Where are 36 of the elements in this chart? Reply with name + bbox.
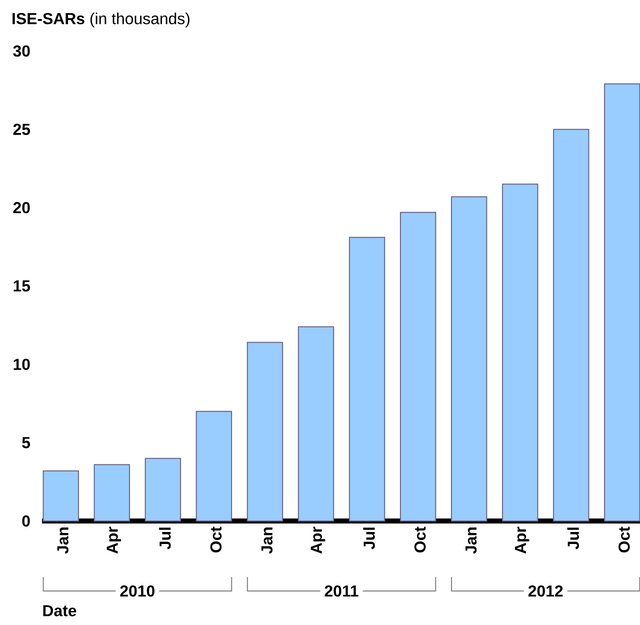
bar bbox=[94, 464, 130, 522]
text: 2012 bbox=[528, 585, 563, 597]
y-tick-label: 10 bbox=[14, 358, 30, 370]
bar bbox=[348, 236, 386, 522]
y-tick-label: 25 bbox=[13, 124, 30, 135]
bar bbox=[298, 326, 334, 522]
x-tick-label: Apr bbox=[310, 526, 326, 554]
y-tick-label: 15 bbox=[14, 280, 30, 292]
bar bbox=[144, 458, 182, 522]
x-tick-label: Oct bbox=[414, 526, 426, 552]
bar bbox=[604, 83, 640, 522]
y-tick-label: 20 bbox=[13, 202, 30, 214]
x-tick-label: Jan bbox=[57, 528, 68, 554]
bar bbox=[502, 184, 538, 522]
bar bbox=[450, 196, 488, 522]
y-tick-label: 0 bbox=[22, 515, 30, 527]
y-axis-title: ISE-SARs (in thousands) bbox=[12, 12, 190, 28]
y-tick-label: 5 bbox=[22, 437, 30, 448]
text: 2010 bbox=[120, 585, 154, 597]
x-tick-label: Oct bbox=[210, 526, 222, 552]
bar bbox=[553, 128, 590, 522]
x-tick-label: Jul bbox=[363, 528, 375, 550]
bar bbox=[42, 470, 79, 522]
x-tick-label: Oct bbox=[618, 526, 630, 552]
x-tick-label: Jul bbox=[567, 528, 579, 550]
bar bbox=[400, 212, 436, 522]
x-tick-label: Apr bbox=[514, 526, 530, 554]
x-tick-label: Jan bbox=[261, 528, 273, 554]
text: 2011 bbox=[324, 585, 358, 597]
x-tick-label: Jan bbox=[466, 528, 477, 554]
x-tick-label: Apr bbox=[106, 526, 122, 554]
bar bbox=[196, 410, 232, 522]
bar bbox=[246, 342, 284, 522]
x-tick-label: Jul bbox=[159, 528, 171, 550]
x-axis-title: Date bbox=[43, 605, 76, 616]
y-tick-label: 30 bbox=[13, 45, 30, 57]
